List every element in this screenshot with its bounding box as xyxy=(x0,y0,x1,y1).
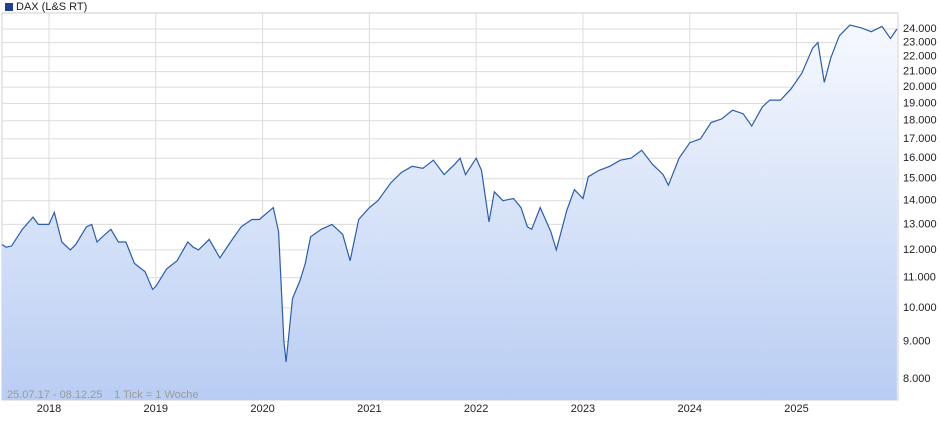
y-tick-label: 11.000 xyxy=(903,271,936,283)
y-tick-label: 19.000 xyxy=(903,97,937,109)
y-tick-label: 16.000 xyxy=(903,152,937,164)
y-tick-label: 24.000 xyxy=(903,23,937,35)
x-tick-label: 2025 xyxy=(784,403,808,415)
x-tick-label: 2018 xyxy=(37,403,61,415)
y-tick-label: 8.000 xyxy=(903,373,931,385)
y-tick-label: 22.000 xyxy=(903,51,937,63)
x-tick-label: 2024 xyxy=(678,403,702,415)
y-tick-label: 9.000 xyxy=(903,335,931,347)
y-tick-label: 13.000 xyxy=(903,218,937,230)
annotation: 1 Tick = 1 Woche xyxy=(114,389,198,401)
y-tick-label: 12.000 xyxy=(903,244,937,256)
y-tick-label: 20.000 xyxy=(903,81,937,93)
x-tick-label: 2020 xyxy=(250,403,274,415)
line xyxy=(1,24,898,363)
y-tick-label: 17.000 xyxy=(903,133,937,145)
area xyxy=(2,25,897,400)
y-tick-label: 21.000 xyxy=(903,65,937,77)
legend-label: DAX (L&S RT) xyxy=(16,1,87,13)
x-tick-label: 2021 xyxy=(357,403,381,415)
legend-swatch xyxy=(5,3,13,11)
y-tick-label: 14.000 xyxy=(903,195,937,207)
annotation: 25.07.17 - 08.12.25 xyxy=(7,389,102,401)
y-tick-label: 18.000 xyxy=(903,115,937,127)
y-tick-label: 23.000 xyxy=(903,37,937,49)
y-tick-label: 10.000 xyxy=(903,302,937,314)
x-tick-label: 2022 xyxy=(464,403,488,415)
x-tick-label: 2023 xyxy=(571,403,595,415)
y-tick-label: 15.000 xyxy=(903,173,937,185)
x-tick-label: 2019 xyxy=(144,403,168,415)
